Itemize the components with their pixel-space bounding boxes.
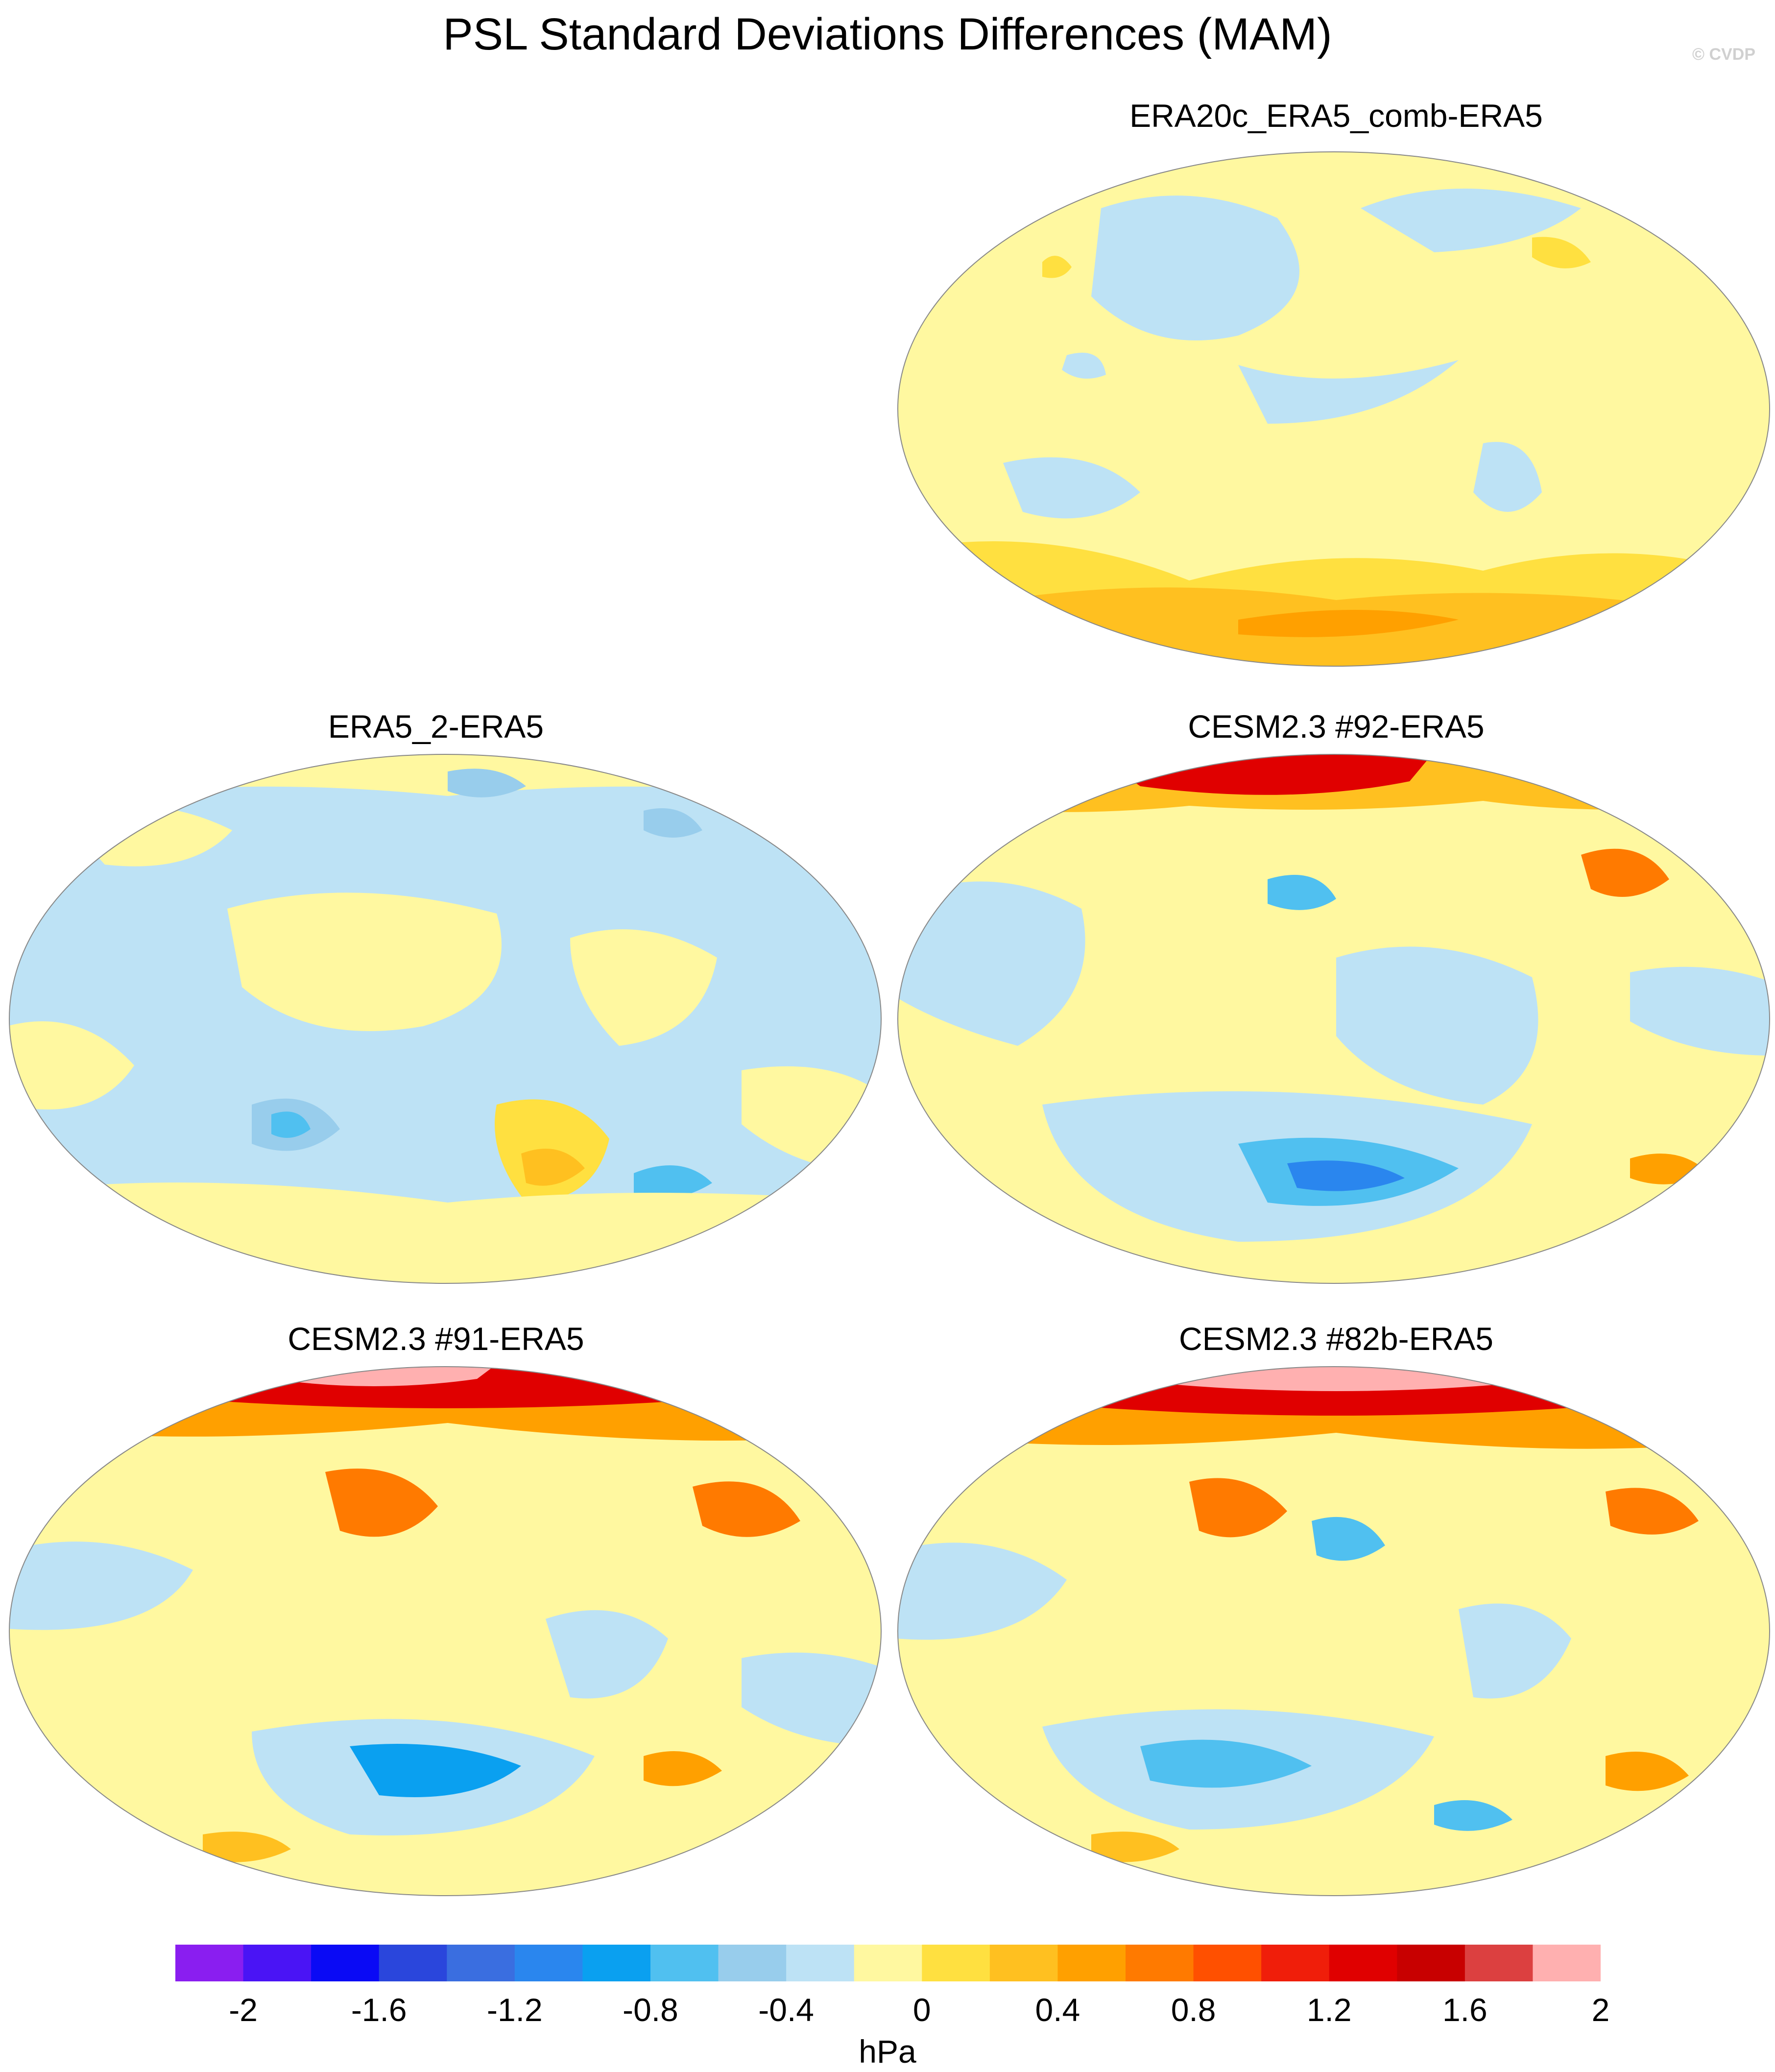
figure-title: PSL Standard Deviations Differences (MAM…	[443, 9, 1332, 59]
colorbar-tick-label: 1.2	[1306, 1992, 1352, 2028]
colorbar-swatch	[379, 1945, 447, 1981]
colorbar-tick-label: 0	[912, 1992, 931, 2028]
colorbar-tick-label: -0.4	[758, 1992, 814, 2028]
colorbar-swatch	[989, 1945, 1058, 1981]
colorbar-swatch	[786, 1945, 855, 1981]
colorbar-tick-label: 0.4	[1035, 1992, 1080, 2028]
map-era5-2	[9, 754, 882, 1284]
colorbar-tick-label: -1.6	[351, 1992, 407, 2028]
colorbar-swatch	[514, 1945, 583, 1981]
cvdp-watermark: © CVDP	[1692, 45, 1755, 64]
map-cesm-82b	[897, 1366, 1770, 1896]
colorbar-swatch	[582, 1945, 651, 1981]
colorbar-tick-label: -1.2	[486, 1992, 543, 2028]
colorbar-swatch	[1126, 1945, 1194, 1981]
colorbar-swatch	[311, 1945, 380, 1981]
map-era20c	[897, 151, 1770, 667]
colorbar-swatch	[922, 1945, 990, 1981]
colorbar	[175, 1945, 1601, 1981]
colorbar-swatch	[243, 1945, 312, 1981]
panel-title-era20c: ERA20c_ERA5_comb-ERA5	[1129, 97, 1543, 134]
colorbar-tick-label: -2	[229, 1992, 258, 2028]
colorbar-swatch	[1261, 1945, 1330, 1981]
colorbar-swatch	[447, 1945, 515, 1981]
panel-title-cesm-92: CESM2.3 #92-ERA5	[1188, 708, 1485, 745]
colorbar-units: hPa	[859, 2033, 916, 2070]
colorbar-swatch	[1329, 1945, 1397, 1981]
colorbar-swatch	[1464, 1945, 1533, 1981]
colorbar-swatch	[1397, 1945, 1465, 1981]
colorbar-swatch	[650, 1945, 719, 1981]
colorbar-tick-label: 0.8	[1171, 1992, 1216, 2028]
panel-title-cesm-82b: CESM2.3 #82b-ERA5	[1179, 1321, 1493, 1357]
colorbar-swatch	[1057, 1945, 1126, 1981]
colorbar-tick-label: 2	[1591, 1992, 1610, 2028]
colorbar-swatch	[1193, 1945, 1262, 1981]
colorbar-swatch	[1533, 1945, 1601, 1981]
colorbar-swatch	[718, 1945, 787, 1981]
colorbar-swatch	[854, 1945, 922, 1981]
panel-title-cesm-91: CESM2.3 #91-ERA5	[288, 1321, 584, 1357]
map-cesm-91	[9, 1366, 882, 1896]
panel-title-era5-2: ERA5_2-ERA5	[328, 708, 544, 745]
map-cesm-92	[897, 754, 1770, 1284]
colorbar-tick-label: -0.8	[623, 1992, 678, 2028]
colorbar-tick-label: 1.6	[1442, 1992, 1487, 2028]
colorbar-swatch	[175, 1945, 244, 1981]
